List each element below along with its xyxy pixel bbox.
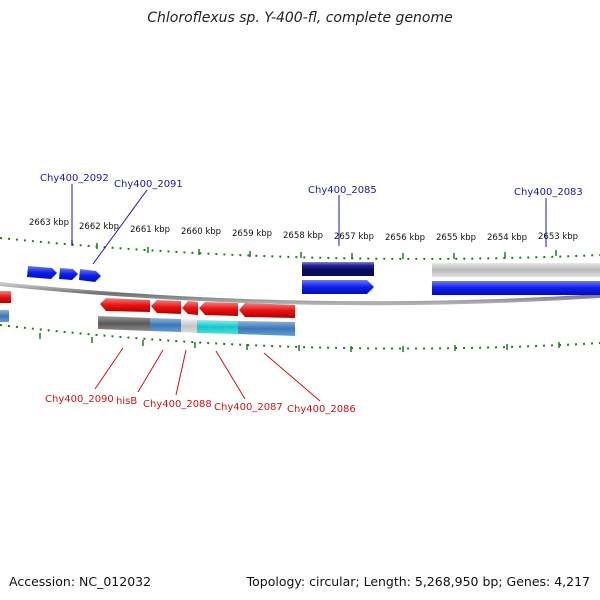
label-chy400-2088[interactable]: Chy400_2088: [143, 399, 212, 410]
reverse-annotation-bar: [98, 316, 295, 336]
region-dark-grey[interactable]: [98, 316, 150, 331]
tick-label: 2657 kbp: [334, 232, 374, 242]
reverse-genes: [100, 298, 295, 318]
label-chy400-2090[interactable]: Chy400_2090: [45, 394, 114, 405]
region-light[interactable]: [181, 319, 197, 333]
gene-chy400-2088[interactable]: [182, 301, 198, 315]
gene-chy400-2085-rna[interactable]: [302, 262, 374, 269]
gene-chy400-2085-dark[interactable]: [302, 269, 374, 276]
gene-chy400-2091a[interactable]: [59, 268, 78, 280]
forward-gene-labels: Chy400_2092 Chy400_2091 Chy400_2085 Chy4…: [40, 173, 583, 198]
accession-text: Accession: NC_012032: [9, 574, 152, 589]
forward-genes: [27, 262, 600, 295]
label-chy400-2087[interactable]: Chy400_2087: [214, 402, 283, 413]
gene-chy400-2083[interactable]: [432, 281, 600, 295]
tick-label: 2661 kbp: [130, 225, 170, 235]
gene-chy400-2083-region[interactable]: [432, 263, 600, 277]
gene-chy400-2086[interactable]: [239, 303, 295, 318]
label-chy400-2086[interactable]: Chy400_2086: [287, 404, 356, 415]
genome-backbone: [0, 282, 600, 306]
gene-chy400-2087[interactable]: [199, 302, 238, 316]
label-chy400-2083[interactable]: Chy400_2083: [514, 187, 583, 198]
gene-hisb[interactable]: [151, 300, 181, 314]
region-steel-2[interactable]: [238, 321, 295, 336]
label-chy400-2091[interactable]: Chy400_2091: [114, 179, 183, 190]
reverse-leaders: [94, 347, 321, 402]
tick-label: 2659 kbp: [232, 229, 272, 239]
tick-label: 2655 kbp: [436, 233, 476, 243]
tick-label: 2654 kbp: [487, 233, 527, 243]
tick-label: 2663 kbp: [29, 218, 69, 228]
label-chy400-2092[interactable]: Chy400_2092: [40, 173, 109, 184]
tick-label: 2656 kbp: [385, 233, 425, 243]
tick-label: 2660 kbp: [181, 227, 221, 237]
label-chy400-2085[interactable]: Chy400_2085: [308, 185, 377, 196]
map-title: Chloroflexus sp. Y-400-fl, complete geno…: [147, 10, 453, 26]
inner-tick-ring: [0, 324, 600, 350]
gene-edge-steel[interactable]: [0, 310, 9, 322]
tick-label: 2653 kbp: [538, 232, 578, 242]
gene-chy400-2090[interactable]: [100, 298, 150, 312]
gene-chy400-2092[interactable]: [27, 266, 57, 279]
gene-edge-red[interactable]: [0, 291, 11, 303]
region-cyan[interactable]: [197, 320, 238, 334]
label-hisb[interactable]: hisB: [116, 396, 137, 407]
gene-chy400-2085[interactable]: [302, 280, 374, 294]
tick-label: 2658 kbp: [283, 231, 323, 241]
inner-major-ticks: [39, 333, 560, 352]
gene-chy400-2091b[interactable]: [79, 269, 101, 282]
tick-labels: 2663 kbp 2662 kbp 2661 kbp 2660 kbp 2659…: [29, 218, 578, 243]
reverse-gene-labels: Chy400_2090 hisB Chy400_2088 Chy400_2087…: [45, 394, 356, 415]
region-steel-1[interactable]: [150, 318, 181, 332]
forward-leaders: [71, 184, 547, 265]
tick-label: 2662 kbp: [79, 222, 119, 232]
topology-text: Topology: circular; Length: 5,268,950 bp…: [246, 574, 590, 589]
